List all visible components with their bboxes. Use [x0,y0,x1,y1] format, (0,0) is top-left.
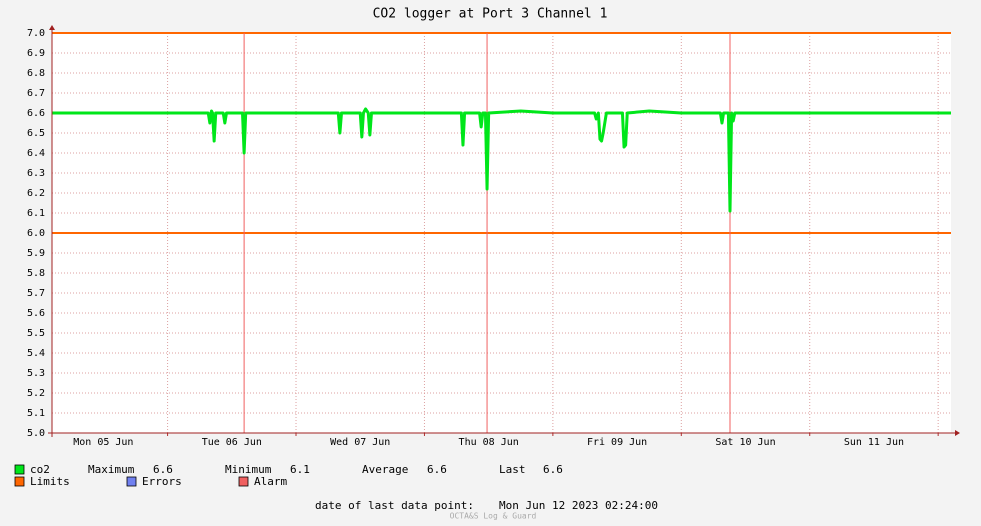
x-tick-label: Fri 09 Jun [587,437,647,448]
stat-label: Maximum [88,463,135,476]
x-tick-label: Tue 06 Jun [202,437,262,448]
x-tick-label: Thu 08 Jun [459,437,519,448]
y-tick-label: 6.6 [27,108,45,119]
legend-swatch [14,476,25,487]
x-tick-label: Mon 05 Jun [73,437,133,448]
y-tick-label: 5.5 [27,328,45,339]
x-tick-label: Wed 07 Jun [330,437,390,448]
stat-label: Last [499,463,526,476]
legend-label: Limits [30,475,70,488]
y-tick-label: 5.2 [27,388,45,399]
y-tick-label: 6.0 [27,228,45,239]
chart-title: CO2 logger at Port 3 Channel 1 [373,7,608,22]
y-tick-label: 6.5 [27,128,45,139]
legend-swatch [14,464,25,475]
stat-value: 6.6 [153,463,173,476]
x-tick-label: Sat 10 Jun [715,437,775,448]
y-tick-label: 6.4 [27,148,45,159]
legend-label: co2 [30,463,50,476]
stat-value: 6.1 [290,463,310,476]
y-tick-label: 6.3 [27,168,45,179]
series-line [52,107,951,213]
y-tick-label: 6.9 [27,48,45,59]
watermark: OCTA&S Log & Guard [450,512,537,521]
footer-label: date of last data point: [315,499,474,512]
marks-layer [52,32,951,433]
legend-label: Errors [142,475,182,488]
stat-value: 6.6 [427,463,447,476]
y-tick-label: 5.8 [27,268,45,279]
y-axis-arrow [49,25,55,30]
axes-layer: 5.0 5.1 5.2 5.3 5.4 5.5 5.6 5.7 5.8 5.9 6.0 6.1 6.2 6… [27,25,960,448]
legend-swatch [238,476,249,487]
y-tick-label: 5.4 [27,348,45,359]
y-tick-label: 6.2 [27,188,45,199]
y-tick-label: 5.1 [27,408,45,419]
y-tick-label: 5.0 [27,428,45,439]
y-tick-label: 6.7 [27,88,45,99]
grid-layer [52,32,951,434]
y-tick-label: 6.8 [27,68,45,79]
legend: co2 Maximum 6.6 Minimum 6.1 Average 6.6 Last 6.6… [14,463,563,488]
x-tick-label: Sun 11 Jun [844,437,904,448]
y-tick-label: 7.0 [27,28,45,39]
stat-value: 6.6 [543,463,563,476]
legend-swatch [126,476,137,487]
y-tick-label: 5.9 [27,248,45,259]
x-axis-arrow [955,430,960,436]
y-tick-label: 5.3 [27,368,45,379]
stat-label: Average [362,463,408,476]
stat-label: Minimum [225,463,272,476]
y-tick-label: 6.1 [27,208,45,219]
legend-label: Alarm [254,475,287,488]
footer-value: Mon Jun 12 2023 02:24:00 [499,499,658,512]
y-tick-label: 5.7 [27,288,45,299]
y-tick-label: 5.6 [27,308,45,319]
